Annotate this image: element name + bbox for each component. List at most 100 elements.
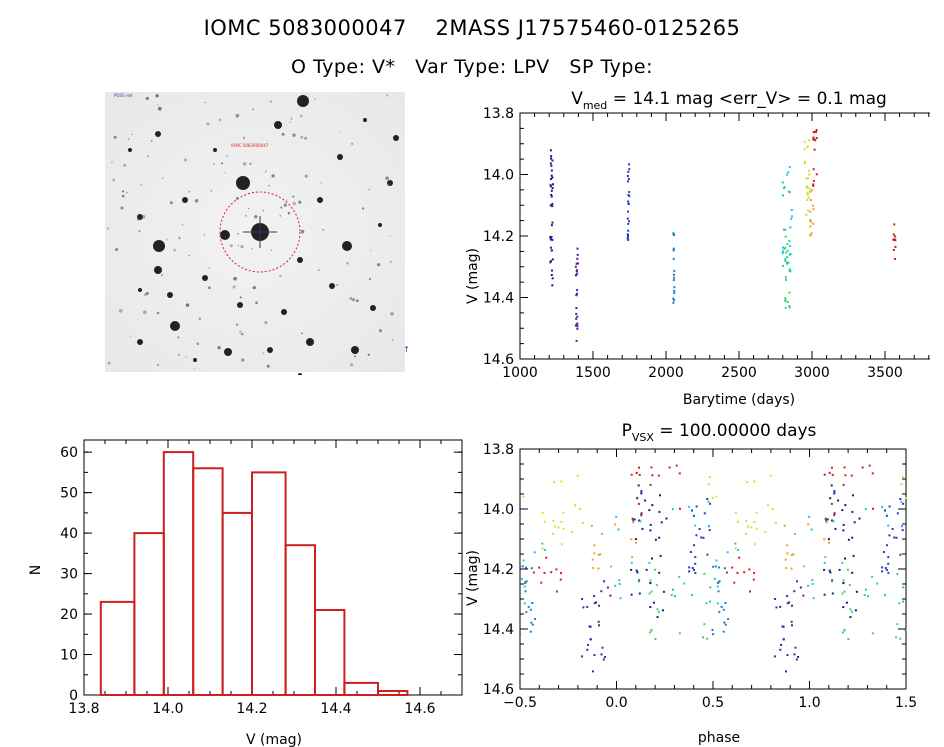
star — [279, 274, 282, 278]
phased-point — [811, 579, 814, 582]
phased-point — [649, 582, 652, 584]
x-tick-label: 14.0 — [152, 701, 183, 717]
lightcurve-point — [576, 292, 579, 295]
phased-point — [780, 644, 783, 646]
star — [193, 367, 196, 370]
phased-point — [841, 561, 844, 564]
phased-point — [630, 593, 633, 596]
phased-point — [847, 638, 850, 640]
star — [300, 229, 305, 234]
phased-point — [896, 623, 899, 626]
star — [274, 121, 282, 129]
lightcurve-point — [549, 246, 552, 249]
star — [177, 353, 180, 356]
lightcurve-point — [627, 239, 630, 241]
y-tick-label: 20 — [60, 607, 78, 623]
lightcurve-point — [809, 218, 812, 221]
star — [368, 188, 371, 191]
star — [387, 182, 390, 186]
target-label: IOMC 5083000047 — [231, 143, 269, 148]
lightcurve-point — [574, 324, 577, 327]
star — [368, 278, 371, 281]
phased-point — [658, 510, 661, 513]
phased-point — [671, 588, 674, 591]
phased-point — [745, 532, 747, 535]
phased-point — [606, 586, 609, 589]
phased-point — [588, 625, 591, 628]
phased-point — [884, 594, 886, 597]
lightcurve-point — [672, 249, 675, 252]
lightcurve-point — [787, 190, 790, 193]
histogram-bar — [221, 511, 254, 697]
lightcurve-point — [805, 186, 808, 189]
phased-point — [831, 519, 834, 522]
phased-point — [872, 507, 874, 510]
lightcurve-point — [808, 187, 811, 190]
phased-point — [590, 524, 593, 527]
phased-point — [724, 623, 727, 626]
lightcurve-point — [672, 279, 675, 282]
x-tick-label: 14.2 — [236, 701, 267, 717]
phased-point — [694, 571, 697, 574]
star — [320, 182, 322, 184]
star — [224, 172, 226, 174]
lightcurve-point — [550, 155, 553, 158]
phased-point — [824, 517, 827, 520]
lightcurve-point — [575, 317, 578, 320]
phased-point — [749, 590, 751, 593]
phased-point — [838, 568, 841, 571]
lightcurve-point — [549, 238, 552, 241]
histogram-xlabel: V (mag) — [246, 732, 302, 747]
lightcurve-point — [812, 222, 815, 225]
star — [131, 133, 133, 136]
phased-point — [648, 631, 651, 634]
phased-point — [831, 579, 834, 582]
phased-point — [522, 559, 525, 562]
lightcurve-point — [575, 273, 578, 276]
lightcurve-point — [550, 169, 553, 172]
phased-point — [824, 556, 827, 559]
star — [343, 207, 345, 209]
phased-point — [581, 521, 584, 524]
phased-point — [843, 629, 846, 632]
phased-point — [702, 636, 704, 639]
star — [264, 170, 267, 173]
phased-point — [825, 519, 828, 522]
phased-point — [593, 602, 596, 605]
phased-point — [774, 598, 777, 600]
y-tick-label: 14.0 — [483, 168, 514, 184]
phased-point — [695, 534, 698, 537]
phased-point — [679, 507, 681, 510]
phased-point — [706, 637, 709, 640]
plot-frame — [519, 112, 930, 360]
phased-point — [745, 519, 748, 522]
phased-point — [527, 605, 530, 608]
phased-point — [592, 567, 595, 570]
star — [232, 285, 236, 289]
star — [387, 180, 393, 186]
phased-point — [678, 575, 681, 578]
lightcurve-point — [549, 162, 552, 165]
phased-point — [587, 644, 590, 646]
star — [329, 283, 335, 289]
star — [253, 214, 258, 219]
phased-point — [723, 567, 726, 570]
star — [290, 117, 293, 120]
star — [150, 139, 153, 142]
phased-point — [837, 499, 840, 502]
north-arrow-icon: ↑ — [403, 345, 410, 354]
phased-point — [618, 579, 621, 582]
lightcurve-point — [892, 233, 895, 236]
star — [206, 122, 210, 126]
star — [185, 303, 190, 307]
lightcurve-point — [673, 234, 676, 237]
phased-point — [529, 630, 532, 633]
phased-point — [711, 497, 714, 499]
lightcurve-point — [783, 247, 786, 250]
phased-point — [775, 606, 778, 609]
phased-point — [849, 616, 852, 619]
histogram-bar — [314, 609, 346, 696]
finder-image: POSS red IOMC 5083000047 ↑ — [100, 90, 410, 375]
star — [269, 100, 273, 103]
phased-point — [654, 638, 657, 640]
